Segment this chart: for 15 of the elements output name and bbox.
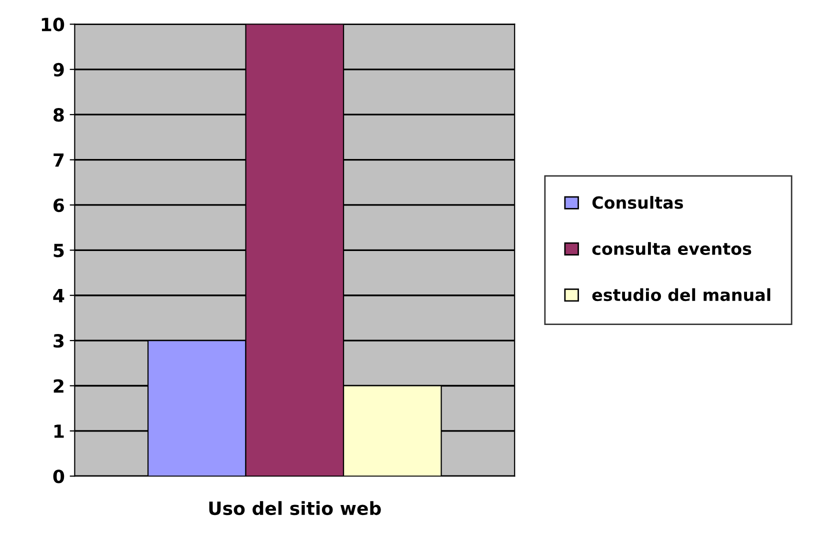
- y-tick-label: 10: [42, 18, 64, 32]
- y-tick-label: 1: [54, 424, 64, 438]
- y-tick-label: 3: [54, 334, 64, 348]
- y-tick-label: 5: [54, 244, 64, 258]
- y-tick-label: 9: [53, 62, 64, 77]
- y-tick-label: 2: [54, 379, 64, 393]
- y-tick-label: 6: [54, 198, 64, 212]
- legend-label: Consultas: [592, 196, 683, 209]
- x-tick-label: Uso del sitio web: [209, 501, 381, 516]
- y-tick-label: 8: [54, 108, 64, 122]
- y-tick-label: 0: [53, 470, 64, 484]
- y-tick-label: 4: [53, 289, 64, 302]
- y-tick-label: 7: [54, 153, 64, 167]
- legend-label: estudio del manual: [592, 288, 770, 302]
- legend-label: consulta eventos: [592, 242, 752, 256]
